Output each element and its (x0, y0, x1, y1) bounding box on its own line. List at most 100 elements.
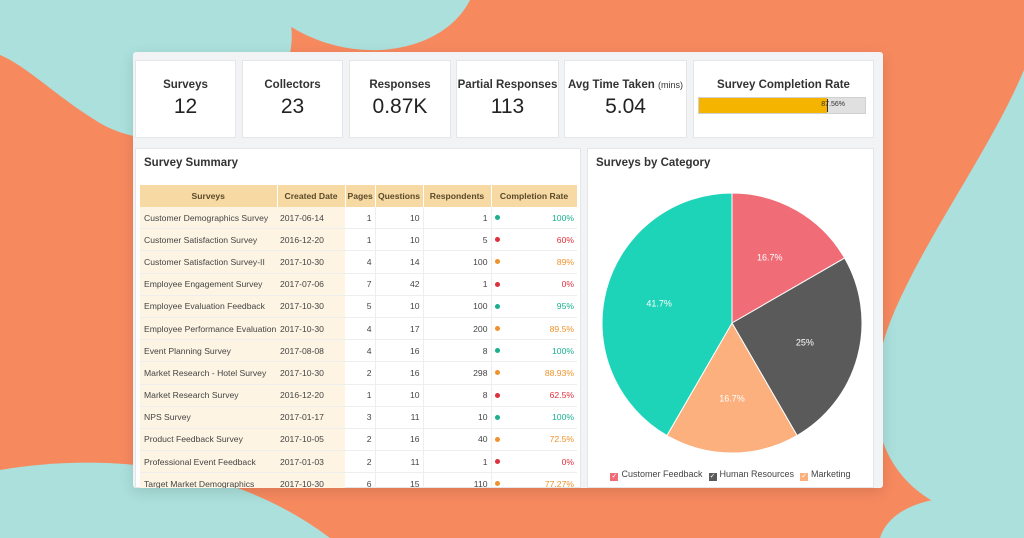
legend-checkbox-icon[interactable]: ✓ (708, 473, 717, 481)
completion-rate-text: 89.5% (549, 323, 574, 334)
kpi-card-collectors[interactable]: Collectors 23 (242, 60, 343, 138)
kpi-card-responses[interactable]: Responses 0.87K (349, 60, 451, 138)
questions-cell: 10 (375, 207, 424, 230)
column-header[interactable]: Pages (345, 185, 376, 207)
completion-rate-text: 0% (561, 456, 574, 467)
completion-gauge-text: 87.56% (821, 101, 845, 108)
status-dot-icon (494, 481, 500, 487)
respondents-cell: 8 (423, 339, 492, 363)
created-date-cell: 2017-08-08 (277, 339, 345, 363)
completion-rate-text: 88.93% (544, 367, 574, 378)
column-header[interactable]: Completion Rate (491, 185, 578, 207)
table-row[interactable]: Market Research - Hotel Survey 2017-10-30… (140, 361, 577, 385)
completion-rate-cell: 0% (491, 450, 577, 474)
legend-item[interactable]: ✓ Marketing (800, 469, 851, 481)
completion-rate-cell: 72.5% (491, 428, 577, 452)
table-row[interactable]: NPS Survey 2017-01-17 3 11 10 100% (140, 406, 577, 429)
teal-blob-bottom-left (0, 462, 330, 538)
status-dot-icon (494, 370, 500, 376)
pie-slice[interactable] (601, 192, 733, 437)
dashboard-panel: Surveys 12 Collectors 23 Responses 0.87K… (133, 52, 883, 488)
pie-slice[interactable] (666, 322, 798, 454)
respondents-cell: 1 (423, 207, 492, 230)
respondents-cell: 10 (423, 406, 492, 429)
table-row[interactable]: Employee Performance Evaluation 2017-10-3… (140, 317, 577, 341)
created-date-cell: 2017-10-30 (277, 250, 345, 274)
questions-cell: 16 (375, 428, 424, 452)
pie-slice-label: 16.7% (719, 393, 745, 403)
status-dot-icon (494, 348, 500, 354)
questions-cell: 17 (375, 317, 424, 341)
survey-name-cell: Target Market Demographics (140, 472, 277, 488)
status-dot-icon (494, 259, 500, 265)
completion-rate-cell: 100% (491, 406, 577, 429)
table-row[interactable]: Employee Engagement Survey 2017-07-06 7 42 1… (140, 273, 577, 296)
questions-cell: 15 (375, 472, 424, 488)
table-row[interactable]: Event Planning Survey 2017-08-08 4 16 8 100% (140, 339, 577, 363)
completion-rate-cell: 0% (491, 273, 577, 296)
teal-blob-top (260, 0, 470, 51)
teal-blob-right (875, 70, 1024, 524)
kpi-card-partial-responses[interactable]: Partial Responses 113 (456, 60, 559, 138)
kpi-label-text: Avg Time Taken (568, 79, 655, 91)
kpi-label: Avg Time Taken (mins) (565, 79, 686, 91)
kpi-label: Surveys (163, 79, 208, 91)
table-row[interactable]: Market Research Survey 2016-12-20 1 10 8 62.5… (140, 384, 577, 407)
status-dot-icon (494, 215, 500, 221)
table-row[interactable]: Customer Satisfaction Survey-II 2017-10-3… (140, 250, 577, 274)
respondents-cell: 100 (423, 250, 492, 274)
pages-cell: 2 (345, 450, 376, 474)
created-date-cell: 2017-10-30 (277, 295, 345, 318)
pages-cell: 2 (345, 428, 376, 452)
created-date-cell: 2017-10-30 (277, 472, 345, 488)
column-header[interactable]: Surveys (140, 185, 278, 207)
kpi-card-completion-rate[interactable]: Survey Completion Rate 87.56% (693, 60, 874, 138)
legend-checkbox-icon[interactable]: ✓ (800, 473, 809, 481)
respondents-cell: 110 (423, 472, 492, 488)
completion-rate-text: 77.27% (544, 478, 574, 488)
kpi-label: Survey Completion Rate (717, 79, 850, 91)
created-date-cell: 2017-01-17 (277, 406, 345, 429)
column-header[interactable]: Questions (375, 185, 424, 207)
kpi-card-avg-time[interactable]: Avg Time Taken (mins) 5.04 (564, 60, 687, 138)
table-row[interactable]: Customer Demographics Survey 2017-06-14 1 1… (140, 207, 577, 230)
pie-slice[interactable] (731, 257, 863, 437)
completion-rate-text: 62.5% (549, 390, 574, 401)
column-header[interactable]: Respondents (423, 185, 492, 207)
pie-slice-label: 16.7% (757, 253, 783, 263)
legend-checkbox-icon[interactable]: ✓ (610, 473, 619, 481)
completion-rate-text: 89% (556, 256, 574, 267)
completion-rate-cell: 95% (491, 295, 577, 318)
table-row[interactable]: Target Market Demographics 2017-10-30 6 15 1… (140, 472, 577, 488)
pages-cell: 4 (345, 317, 376, 341)
column-header[interactable]: Created Date (277, 185, 346, 207)
respondents-cell: 5 (423, 228, 492, 252)
respondents-cell: 1 (423, 273, 492, 296)
pie-slice[interactable] (731, 192, 846, 324)
table-row[interactable]: Employee Evaluation Feedback 2017-10-30 5 1… (140, 295, 577, 318)
survey-name-cell: Employee Engagement Survey (140, 273, 277, 296)
completion-gauge-marker (826, 99, 828, 112)
completion-rate-cell: 88.93% (491, 361, 577, 385)
completion-gauge-fill (699, 98, 827, 113)
completion-rate-cell: 62.5% (491, 384, 577, 407)
table-row[interactable]: Customer Satisfaction Survey 2016-12-20 1 1… (140, 228, 577, 252)
questions-cell: 16 (375, 339, 424, 363)
completion-rate-text: 100% (552, 412, 574, 423)
table-row[interactable]: Product Feedback Survey 2017-10-05 2 16 40 72… (140, 428, 577, 452)
survey-name-cell: Customer Satisfaction Survey (140, 228, 277, 252)
completion-rate-cell: 89% (491, 250, 577, 274)
questions-cell: 11 (375, 450, 424, 474)
completion-rate-cell: 100% (491, 339, 577, 363)
survey-name-cell: Customer Demographics Survey (140, 207, 277, 230)
kpi-card-surveys[interactable]: Surveys 12 (135, 60, 236, 138)
legend-item[interactable]: ✓ Customer Feedback (610, 469, 703, 481)
status-dot-icon (494, 237, 500, 243)
status-dot-icon (494, 459, 500, 465)
pages-cell: 1 (345, 228, 376, 252)
table-row[interactable]: Professional Event Feedback 2017-01-03 2 11… (140, 450, 577, 474)
legend-item[interactable]: ✓ Human Resources (708, 469, 794, 481)
survey-summary-title: Survey Summary (144, 157, 238, 169)
status-dot-icon (494, 326, 500, 332)
